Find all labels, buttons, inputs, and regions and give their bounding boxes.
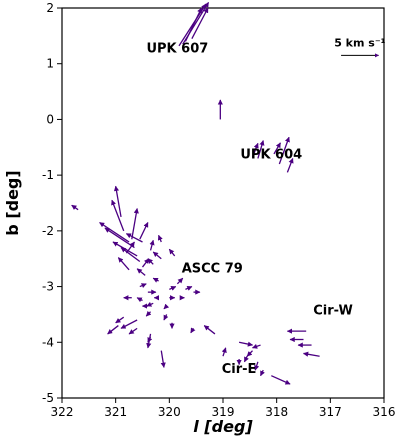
vector-10	[71, 204, 79, 211]
vector-57	[238, 341, 254, 347]
vector-64	[271, 375, 291, 385]
x-tick-label-6: 316	[373, 405, 396, 419]
vector-63	[259, 369, 265, 377]
vector-6	[257, 140, 265, 159]
vector-58	[252, 343, 261, 349]
vector-55	[203, 325, 216, 335]
annotation-1: UPK 604	[240, 147, 302, 162]
x-tick-label-4: 318	[265, 405, 288, 419]
vector-18	[125, 233, 143, 243]
vector-20	[139, 222, 149, 240]
vector-44	[115, 316, 125, 324]
scale-bar: 5 km s⁻¹	[334, 36, 386, 58]
y-tick-label-5: 0	[46, 112, 54, 126]
x-axis-label: l [deg]	[193, 417, 253, 436]
vector-9	[286, 157, 294, 173]
y-tick-label-3: -2	[42, 224, 54, 238]
vector-2	[184, 7, 203, 42]
vector-26	[152, 251, 162, 260]
annotation-2: ASCC 79	[182, 262, 243, 277]
vector-24	[136, 268, 146, 276]
annotation-0: UPK 607	[146, 42, 208, 57]
x-axis-label-text: l [deg]	[193, 417, 253, 436]
vector-12	[111, 199, 125, 232]
vector-50	[160, 350, 166, 368]
vector-40	[163, 303, 170, 310]
vector-19	[125, 241, 135, 254]
vector-21	[149, 239, 155, 251]
vector-62	[254, 361, 260, 371]
vector-29	[139, 283, 147, 289]
vector-47	[128, 327, 138, 335]
vector-7	[273, 142, 281, 155]
vector-13	[131, 208, 139, 240]
annotation-3: Cir-W	[313, 303, 353, 318]
vector-42	[145, 310, 152, 317]
vector-3	[191, 7, 209, 39]
vector-0	[178, 3, 207, 47]
vector-27	[157, 234, 163, 243]
x-tick-label-0: 322	[51, 405, 74, 419]
vector-53	[136, 297, 143, 303]
vector-45	[120, 319, 138, 329]
vector-49	[146, 333, 152, 349]
x-tick-label-2: 320	[158, 405, 181, 419]
x-tick-label-5: 317	[319, 405, 342, 419]
vector-31	[152, 277, 159, 283]
vector-68	[302, 351, 320, 357]
axis-ticks: 322 321 320 319 318 317 316 -5 -4 -3 -2 -1 0 1 2	[42, 1, 395, 419]
vector-59	[246, 350, 253, 357]
vector-23	[117, 257, 130, 271]
y-tick-label-0: -5	[42, 391, 54, 405]
vector-8	[278, 136, 290, 165]
vector-43	[163, 314, 169, 321]
x-tick-label-1: 321	[104, 405, 127, 419]
y-axis-label: b [deg]	[3, 170, 22, 235]
plot-frame	[61, 7, 385, 399]
x-tick-label-3: 319	[212, 405, 235, 419]
vector-25	[147, 258, 154, 265]
vector-34	[185, 285, 193, 291]
vector-15	[104, 227, 135, 249]
vector-22	[141, 258, 150, 268]
vector-5	[251, 142, 259, 158]
vector-17	[120, 247, 141, 263]
vector-14	[99, 221, 130, 243]
vector-56	[221, 347, 227, 357]
annotations: UPK 607 UPK 604 ASCC 79 Cir-W Cir-E	[146, 42, 352, 377]
y-tick-label-6: 1	[46, 57, 54, 71]
vector-28	[168, 248, 176, 257]
vector-11	[113, 185, 122, 218]
y-tick-label-7: 2	[46, 1, 54, 15]
vector-54	[190, 327, 196, 334]
y-tick-label-4: -1	[42, 168, 54, 182]
scale-bar-label: 5 km s⁻¹	[334, 36, 385, 49]
vector-60	[243, 355, 249, 363]
vector-32	[169, 285, 177, 291]
annotation-4: Cir-E	[222, 362, 257, 377]
vector-46	[107, 325, 119, 335]
y-tick-label-2: -3	[42, 280, 54, 294]
y-axis-label-text: b [deg]	[3, 170, 22, 235]
vector-33	[176, 277, 184, 285]
proper-motion-vectors	[71, 1, 320, 385]
y-tick-label-1: -4	[42, 335, 54, 349]
